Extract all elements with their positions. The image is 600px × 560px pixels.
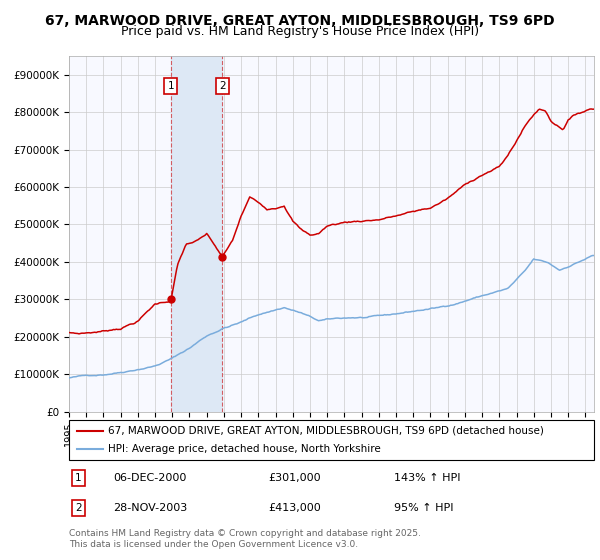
FancyBboxPatch shape [69, 420, 594, 460]
Text: HPI: Average price, detached house, North Yorkshire: HPI: Average price, detached house, Nort… [109, 445, 381, 454]
Text: 1: 1 [75, 473, 82, 483]
Text: £301,000: £301,000 [269, 473, 321, 483]
Text: 67, MARWOOD DRIVE, GREAT AYTON, MIDDLESBROUGH, TS9 6PD: 67, MARWOOD DRIVE, GREAT AYTON, MIDDLESB… [45, 14, 555, 28]
Text: 143% ↑ HPI: 143% ↑ HPI [395, 473, 461, 483]
Text: 2: 2 [75, 503, 82, 514]
Text: Price paid vs. HM Land Registry's House Price Index (HPI): Price paid vs. HM Land Registry's House … [121, 25, 479, 38]
Bar [171, 56, 223, 412]
Text: Contains HM Land Registry data © Crown copyright and database right 2025.
This d: Contains HM Land Registry data © Crown c… [69, 529, 421, 549]
Text: 06-DEC-2000: 06-DEC-2000 [113, 473, 187, 483]
Text: 95% ↑ HPI: 95% ↑ HPI [395, 503, 454, 514]
Text: 2: 2 [219, 81, 226, 91]
Text: 28-NOV-2003: 28-NOV-2003 [113, 503, 188, 514]
Text: £413,000: £413,000 [269, 503, 321, 514]
Text: 67, MARWOOD DRIVE, GREAT AYTON, MIDDLESBROUGH, TS9 6PD (detached house): 67, MARWOOD DRIVE, GREAT AYTON, MIDDLESB… [109, 426, 544, 436]
Text: 1: 1 [167, 81, 174, 91]
